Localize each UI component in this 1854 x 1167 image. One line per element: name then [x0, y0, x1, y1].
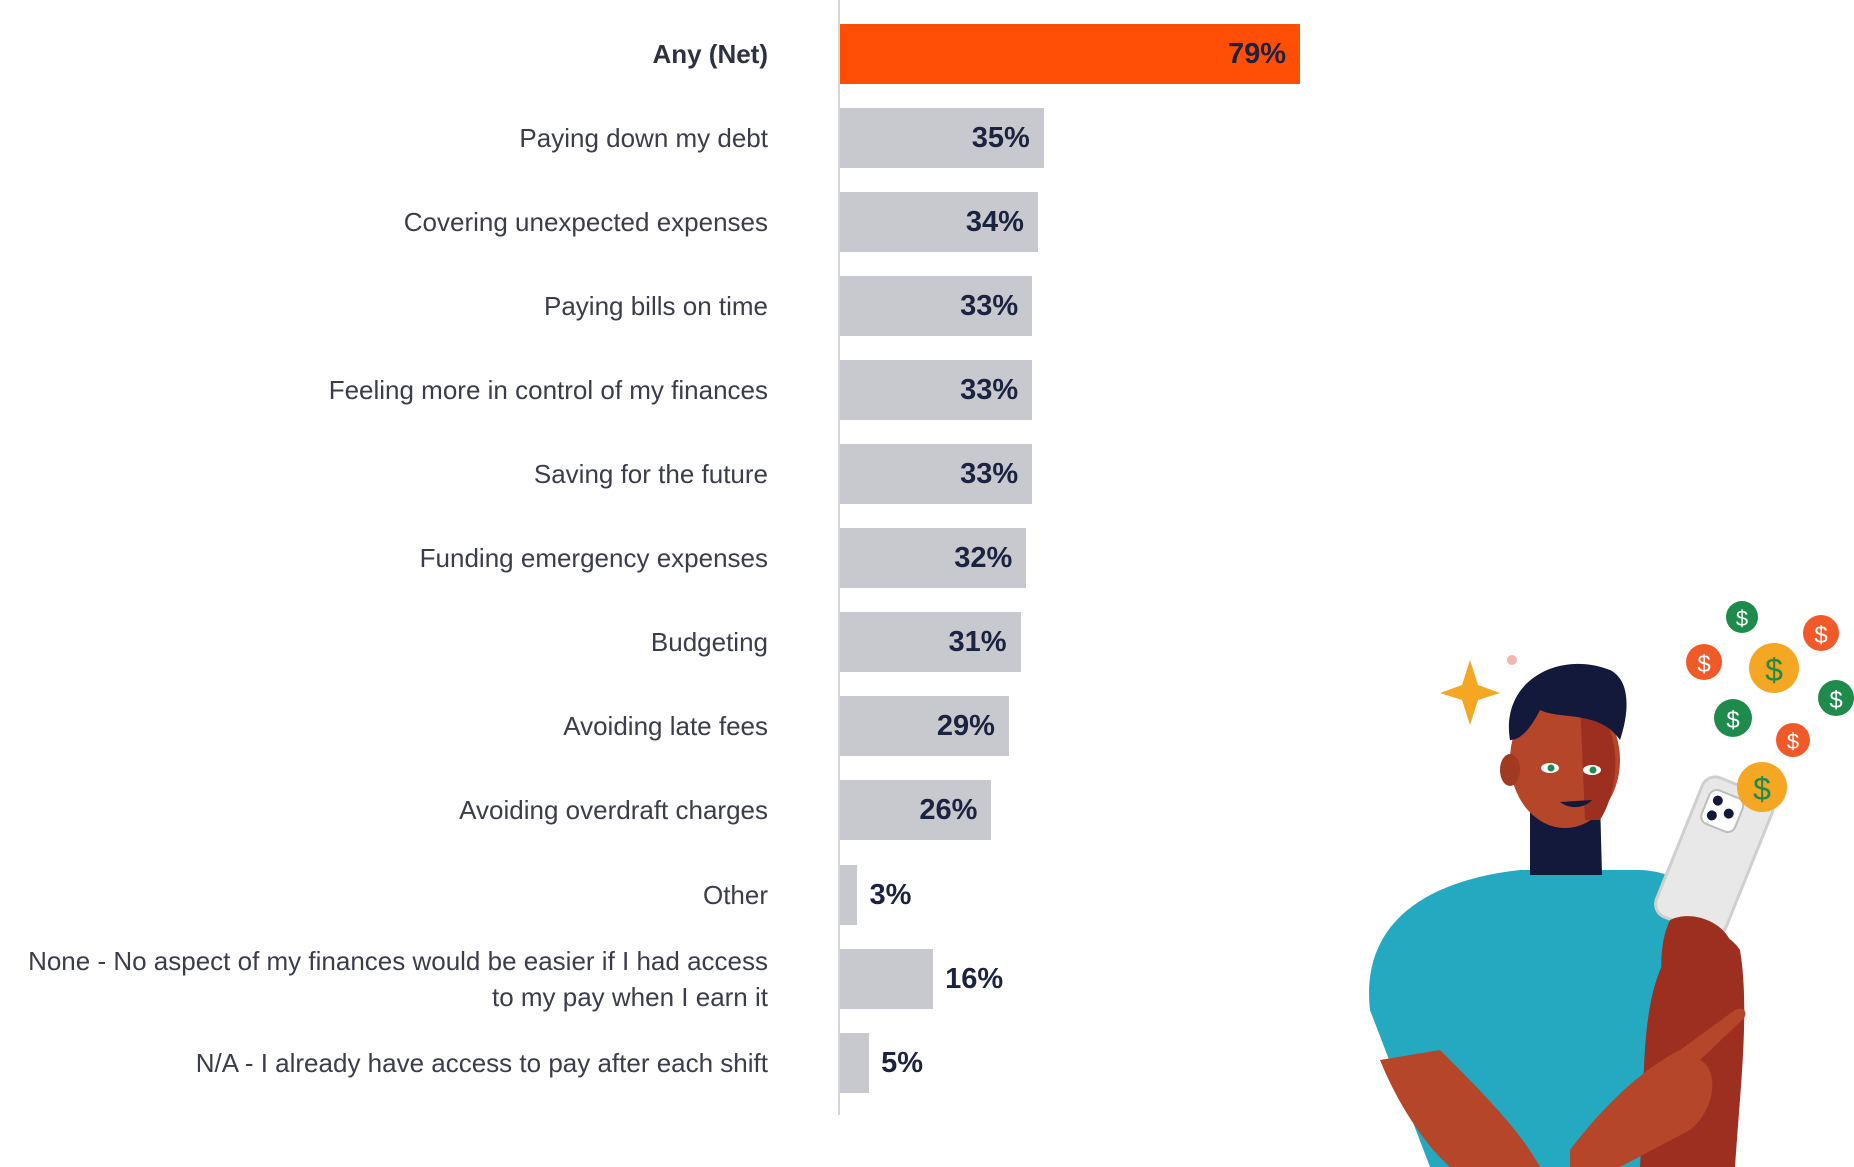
- value-label-10: 3%: [869, 879, 912, 911]
- value-label-5: 33%: [960, 458, 1019, 490]
- category-label-10: Other: [702, 880, 768, 910]
- bar-5: [840, 444, 1033, 504]
- bar-11: [840, 949, 934, 1009]
- category-label-3: Paying bills on time: [544, 291, 768, 321]
- bar-7: [840, 612, 1021, 672]
- bar-9: [840, 780, 992, 840]
- bar-0: [840, 24, 1300, 84]
- pointing-hand: [1570, 1008, 1746, 1167]
- svg-text:$: $: [1726, 707, 1739, 734]
- svg-text:$: $: [1736, 606, 1748, 631]
- bar-12: [840, 1033, 870, 1093]
- sparkle-icon: [1440, 660, 1500, 725]
- value-label-4: 33%: [960, 374, 1019, 406]
- dot: [1507, 655, 1517, 665]
- hand: [1661, 916, 1733, 1020]
- person-illustration: $ $ $ $ $ $ $ $: [1369, 601, 1854, 1167]
- hair: [1508, 663, 1627, 740]
- svg-text:$: $: [1697, 651, 1710, 678]
- svg-text:$: $: [1753, 771, 1771, 807]
- category-label-8: Avoiding late fees: [563, 711, 768, 741]
- category-label-12: N/A - I already have access to pay after…: [195, 1048, 768, 1078]
- dollar-coin-icon: $: [1776, 723, 1810, 757]
- value-label-3: 33%: [960, 290, 1019, 322]
- value-label-12: 5%: [881, 1047, 924, 1079]
- value-label-0: 79%: [1227, 38, 1286, 70]
- dollar-coin-icon: $: [1749, 643, 1799, 693]
- dollar-coin-icon: $: [1714, 699, 1752, 737]
- dollar-coin-icon: $: [1686, 644, 1722, 680]
- category-label-1: Paying down my debt: [519, 123, 768, 153]
- face-shadow: [1580, 700, 1616, 820]
- value-label-2: 34%: [965, 206, 1024, 238]
- svg-text:$: $: [1829, 687, 1842, 714]
- dollar-coin-icon: $: [1737, 762, 1787, 812]
- bar-2: [840, 192, 1038, 252]
- value-label-6: 32%: [954, 542, 1013, 574]
- bar-4: [840, 360, 1033, 420]
- bar-8: [840, 696, 1009, 756]
- dollar-coin-icon: $: [1818, 680, 1854, 716]
- category-label-9: Avoiding overdraft charges: [459, 795, 768, 825]
- bar-10: [840, 865, 858, 925]
- dollar-coin-icon: $: [1803, 615, 1839, 651]
- category-label-0: Any (Net): [652, 39, 768, 69]
- svg-text:$: $: [1765, 652, 1783, 688]
- ear: [1500, 754, 1520, 786]
- category-label-2: Covering unexpected expenses: [403, 207, 768, 237]
- mouth: [1560, 800, 1592, 808]
- category-label-5: Saving for the future: [533, 459, 768, 489]
- category-label-4: Feeling more in control of my finances: [328, 375, 768, 405]
- svg-text:$: $: [1814, 622, 1827, 649]
- left-arm: [1380, 1050, 1540, 1167]
- category-label-6: Funding emergency expenses: [419, 543, 768, 573]
- value-label-11: 16%: [945, 963, 1004, 995]
- dollar-coin-icon: $: [1726, 601, 1758, 633]
- bar-6: [840, 528, 1027, 588]
- category-label-7: Budgeting: [650, 627, 768, 657]
- value-label-9: 26%: [919, 794, 978, 826]
- category-label-11: None - No aspect of my finances would be…: [28, 946, 768, 1012]
- axis-line: [838, 0, 840, 1115]
- bar-3: [840, 276, 1033, 336]
- value-label-1: 35%: [971, 122, 1030, 154]
- bar-1: [840, 108, 1044, 168]
- svg-text:$: $: [1787, 729, 1799, 754]
- value-label-8: 29%: [936, 710, 995, 742]
- value-label-7: 31%: [948, 626, 1007, 658]
